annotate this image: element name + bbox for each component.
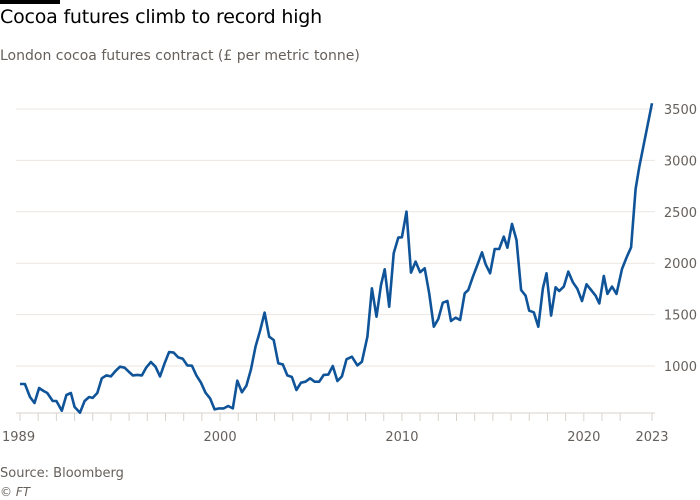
y-tick-label: 3000 [664, 154, 697, 169]
source-note: Source: Bloomberg [0, 466, 124, 481]
x-tick-label: 2020 [567, 430, 600, 445]
y-tick-label: 2000 [664, 257, 697, 272]
y-tick-label: 2500 [664, 206, 697, 221]
y-tick-label: 1000 [664, 360, 697, 375]
x-tick-label: 1989 [2, 430, 35, 445]
ft-brand-bar [0, 0, 60, 4]
chart-title: Cocoa futures climb to record high [0, 6, 322, 28]
x-tick-label: 2010 [385, 430, 418, 445]
y-tick-label: 1500 [664, 309, 697, 324]
y-tick-label: 3500 [664, 103, 697, 118]
x-tick-label: 2000 [204, 430, 237, 445]
ft-credit: © FT [0, 485, 31, 499]
price-line [20, 102, 654, 414]
x-tick-label: 2023 [635, 430, 668, 445]
chart-subtitle: London cocoa futures contract (£ per met… [0, 48, 360, 64]
